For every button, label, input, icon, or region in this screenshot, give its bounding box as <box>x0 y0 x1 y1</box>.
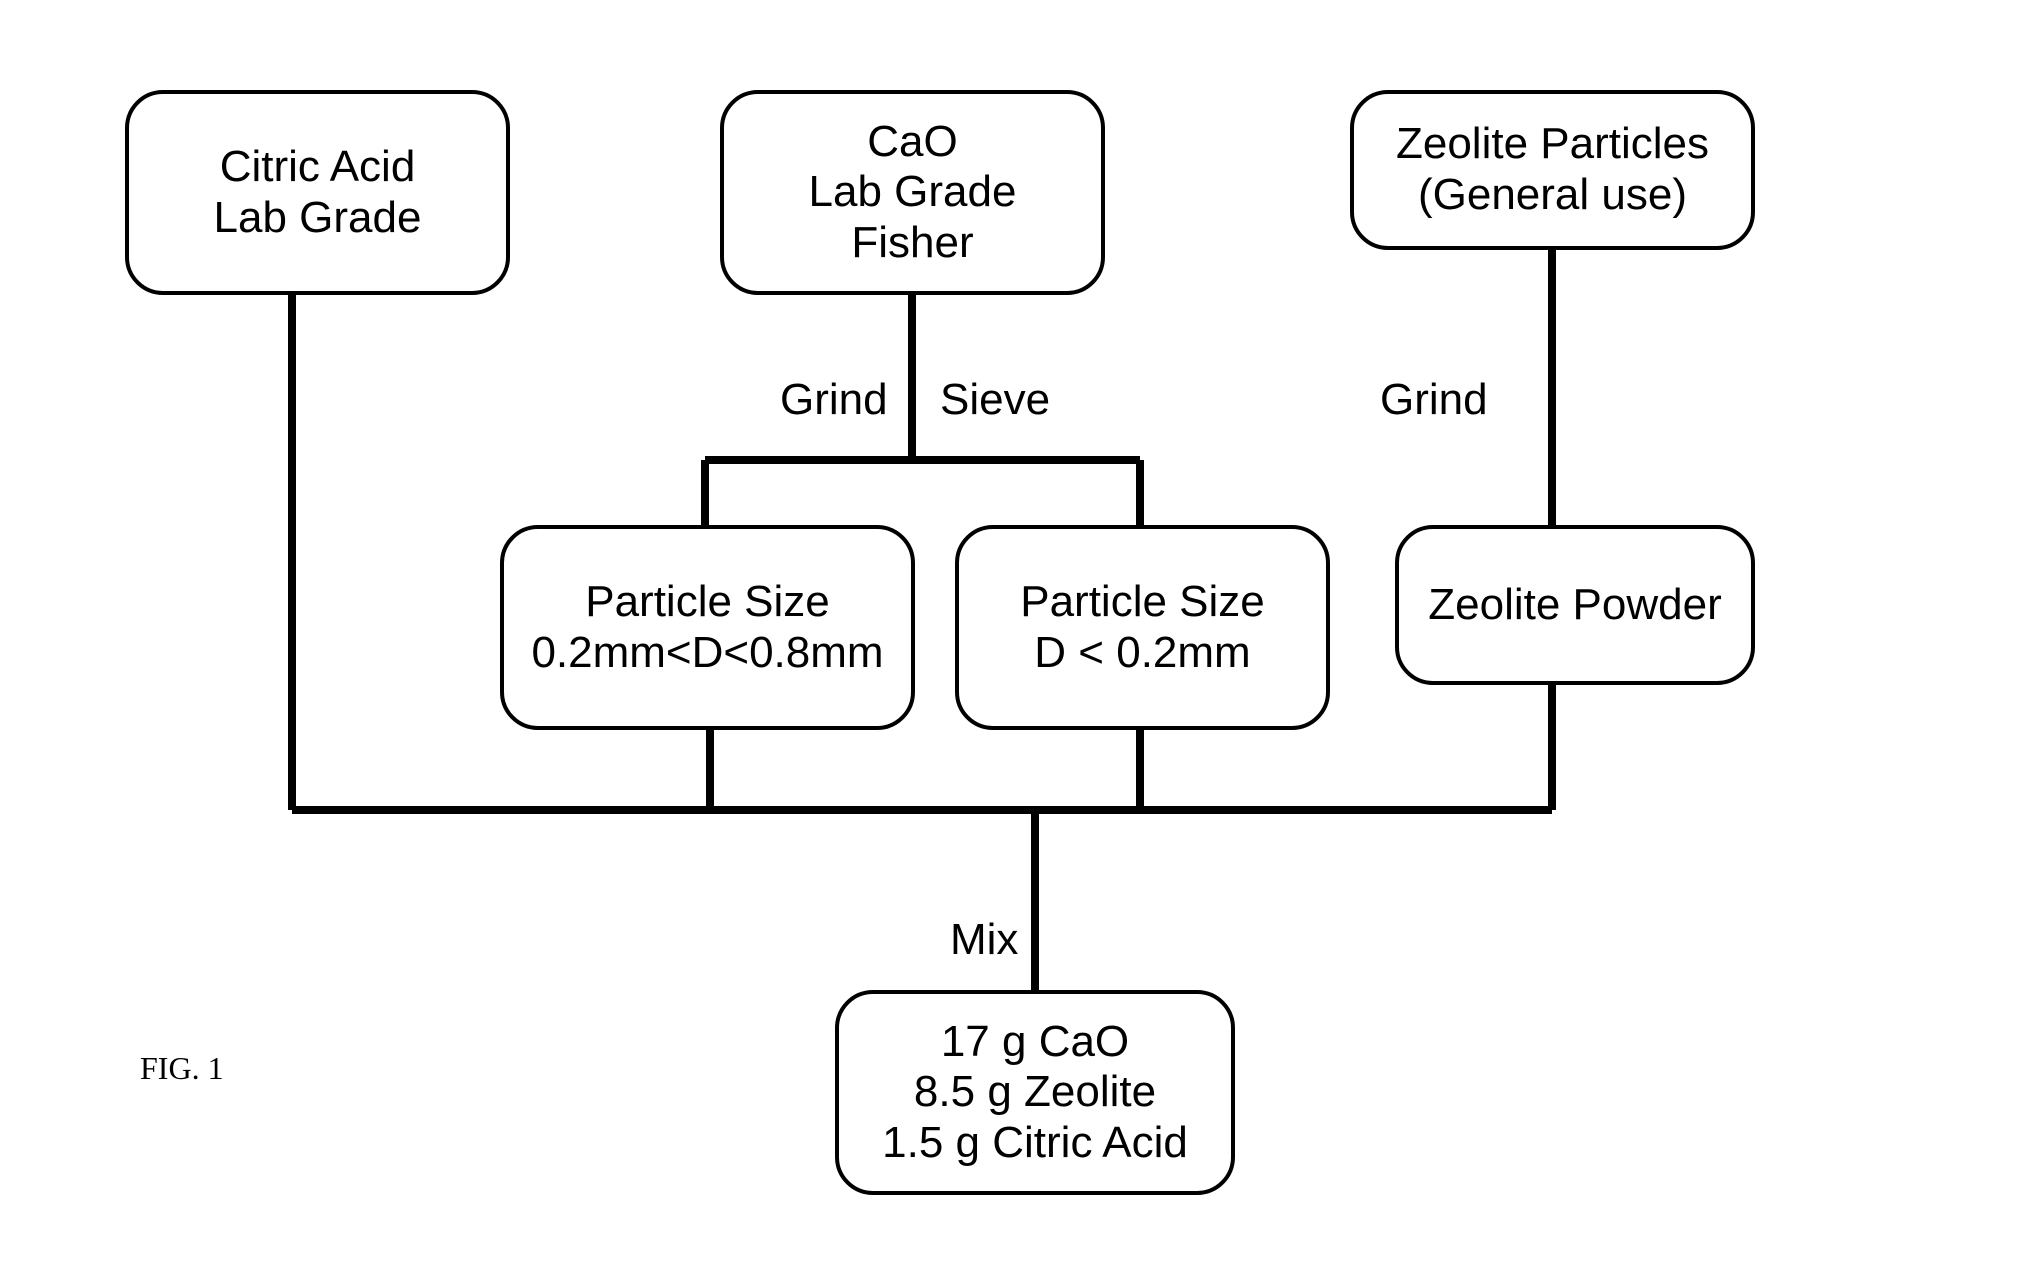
node-particle-size-a: Particle Size0.2mm<D<0.8mm <box>500 525 915 730</box>
edge-label-mix: Mix <box>950 915 1018 965</box>
node-text-line: D < 0.2mm <box>1034 628 1250 679</box>
node-text-line: Zeolite Particles <box>1396 119 1709 170</box>
node-text-line: (General use) <box>1418 170 1687 221</box>
node-zeolite-powder: Zeolite Powder <box>1395 525 1755 685</box>
node-text-line: Particle Size <box>585 577 830 628</box>
node-citric-acid: Citric AcidLab Grade <box>125 90 510 295</box>
node-text-line: CaO <box>867 117 957 168</box>
node-text-line: Lab Grade <box>214 193 422 244</box>
flowchart-canvas: Citric AcidLab Grade CaOLab GradeFisher … <box>0 0 2034 1275</box>
node-text-line: 8.5 g Zeolite <box>914 1067 1156 1118</box>
edge-label-sieve: Sieve <box>940 375 1050 425</box>
figure-caption: FIG. 1 <box>140 1050 224 1087</box>
node-cao: CaOLab GradeFisher <box>720 90 1105 295</box>
edge-label-grind-1: Grind <box>780 375 888 425</box>
node-particle-size-b: Particle SizeD < 0.2mm <box>955 525 1330 730</box>
node-mix-result: 17 g CaO8.5 g Zeolite1.5 g Citric Acid <box>835 990 1235 1195</box>
node-text-line: Lab Grade <box>809 167 1017 218</box>
edge-label-grind-2: Grind <box>1380 375 1488 425</box>
node-text-line: Fisher <box>851 218 973 269</box>
node-text-line: Citric Acid <box>220 142 416 193</box>
node-text-line: Zeolite Powder <box>1428 580 1721 631</box>
node-text-line: 1.5 g Citric Acid <box>882 1118 1188 1169</box>
node-text-line: 17 g CaO <box>941 1017 1129 1068</box>
node-text-line: Particle Size <box>1020 577 1265 628</box>
node-zeolite-particles: Zeolite Particles(General use) <box>1350 90 1755 250</box>
node-text-line: 0.2mm<D<0.8mm <box>531 628 883 679</box>
